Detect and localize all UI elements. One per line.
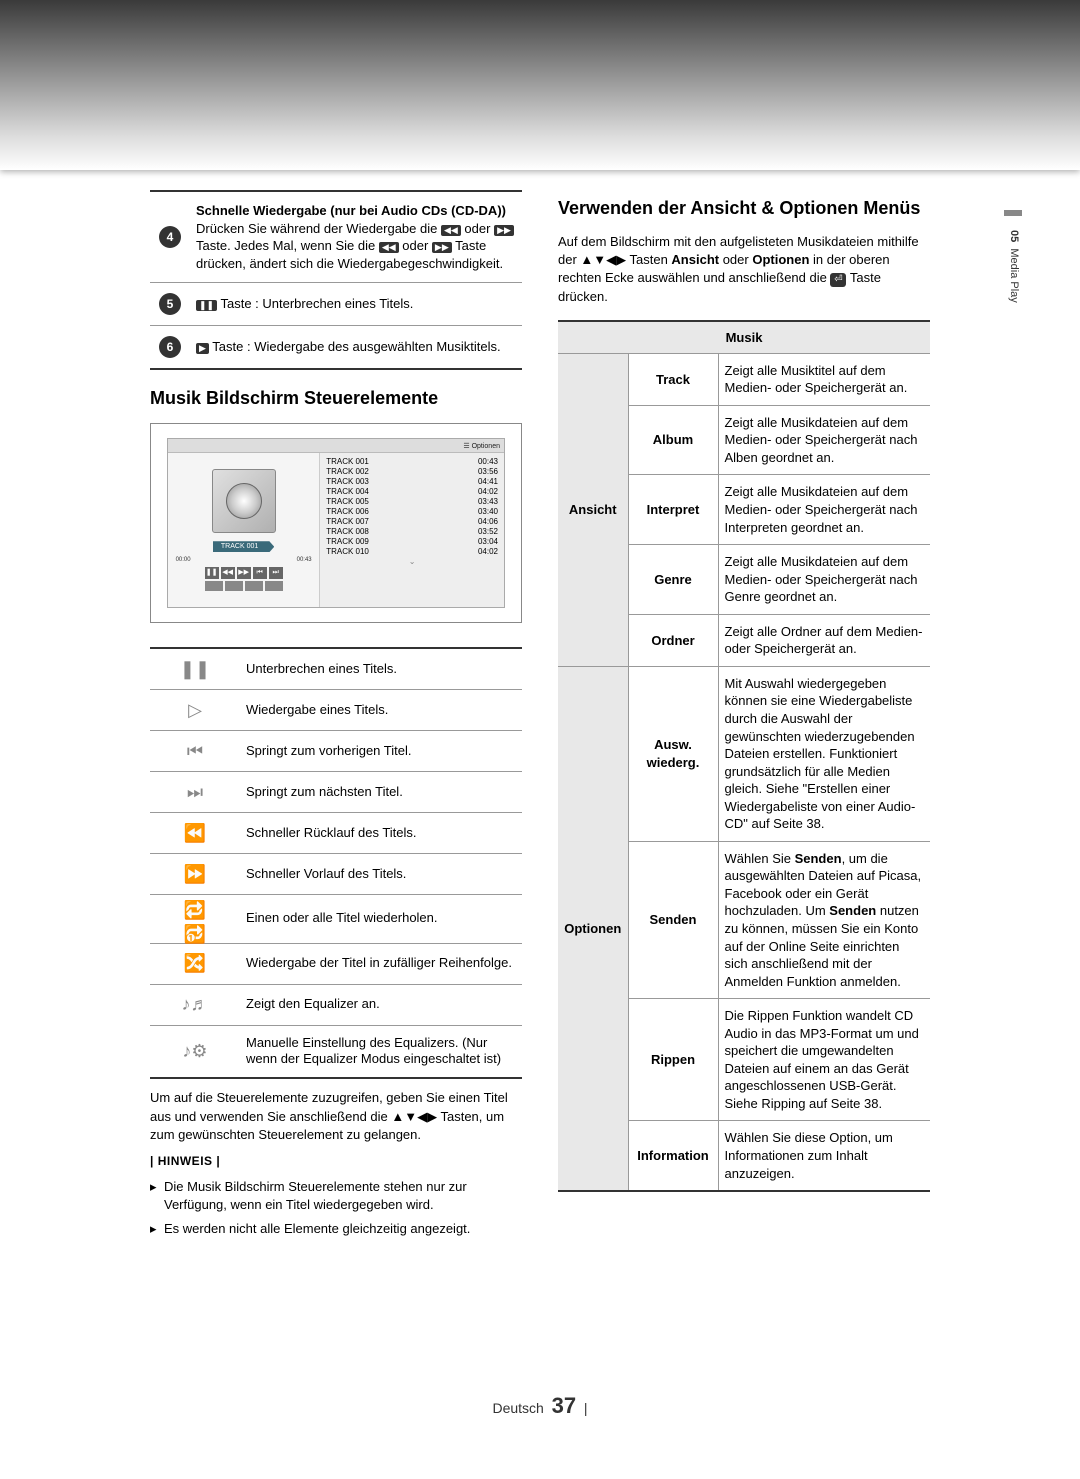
track-row: TRACK 00304:41 <box>326 477 498 486</box>
options-key: Ausw. wiederg. <box>628 666 718 841</box>
control-desc: Springt zum nächsten Titel. <box>240 772 522 813</box>
control-icon: ⏮ <box>150 731 240 772</box>
control-desc: Unterbrechen eines Titels. <box>240 648 522 690</box>
options-key: Ordner <box>628 614 718 666</box>
track-row: TRACK 01004:02 <box>326 547 498 556</box>
time-total: 00:43 <box>297 557 312 563</box>
control-icon: ⏪ <box>150 813 240 854</box>
control-desc: Zeigt den Equalizer an. <box>240 984 522 1025</box>
right-column: Verwenden der Ansicht & Optionen Menüs A… <box>558 190 930 1244</box>
note-number: 6 <box>150 326 190 370</box>
control-icon: ▷ <box>150 690 240 731</box>
options-desc: Wählen Sie Senden, um die ausgewählten D… <box>718 841 930 998</box>
hinweis-item: Es werden nicht alle Elemente gleichzeit… <box>150 1220 522 1238</box>
options-desc: Wählen Sie diese Option, um Informatione… <box>718 1121 930 1191</box>
note-number: 4 <box>150 191 190 283</box>
options-desc: Zeigt alle Musikdateien auf dem Medien- … <box>718 545 930 615</box>
page-footer: Deutsch 37 | <box>0 1393 1080 1419</box>
view-options-heading: Verwenden der Ansicht & Optionen Menüs <box>558 198 930 219</box>
options-key: Information <box>628 1121 718 1191</box>
play-controls-row2 <box>205 581 283 591</box>
section-name: Media Play <box>1008 248 1020 302</box>
options-key: Interpret <box>628 475 718 545</box>
control-icon: ⏩ <box>150 854 240 895</box>
options-desc: Zeigt alle Ordner auf dem Medien- oder S… <box>718 614 930 666</box>
track-row: TRACK 00503:43 <box>326 497 498 506</box>
note-text: Schnelle Wiedergabe (nur bei Audio CDs (… <box>190 191 522 283</box>
options-desc: Zeigt alle Musiktitel auf dem Medien- od… <box>718 353 930 405</box>
side-accent <box>1004 210 1022 216</box>
control-icon: ⏭ <box>150 772 240 813</box>
options-desc: Mit Auswahl wiedergegeben können sie ein… <box>718 666 930 841</box>
control-desc: Schneller Rücklauf des Titels. <box>240 813 522 854</box>
track-row: TRACK 00903:04 <box>326 537 498 546</box>
album-cover <box>212 469 276 533</box>
top-gradient <box>0 0 1080 170</box>
left-column: 4 Schnelle Wiedergabe (nur bei Audio CDs… <box>150 190 522 1244</box>
control-icon: 🔀 <box>150 943 240 984</box>
controls-reference-table: ❚❚ Unterbrechen eines Titels.▷ Wiedergab… <box>150 647 522 1079</box>
play-controls-row1: ❚❚◀◀▶▶⏮⏭ <box>205 567 283 579</box>
options-category: Ansicht <box>558 353 628 666</box>
options-key: Track <box>628 353 718 405</box>
options-table-header: Musik <box>558 321 930 354</box>
right-intro: Auf dem Bildschirm mit den aufgelisteten… <box>558 233 930 306</box>
control-icon: 🔁 🔂 <box>150 895 240 943</box>
options-desc: Die Rippen Funktion wandelt CD Audio in … <box>718 999 930 1121</box>
options-category: Optionen <box>558 666 628 1191</box>
track-row: TRACK 00603:40 <box>326 507 498 516</box>
current-track-tag: TRACK 001 <box>213 541 274 552</box>
options-key: Rippen <box>628 999 718 1121</box>
options-key: Album <box>628 405 718 475</box>
note-number: 5 <box>150 283 190 326</box>
track-row: TRACK 00203:56 <box>326 467 498 476</box>
side-section-label: 05 Media Play <box>1008 230 1020 303</box>
music-screen-mock: ☰ Optionen TRACK 001 00:00 00:43 ❚❚◀◀▶▶⏮… <box>150 423 522 623</box>
note-text: ❚❚ Taste : Unterbrechen eines Titels. <box>190 283 522 326</box>
footer-lang: Deutsch <box>492 1400 543 1416</box>
control-icon: ♪♬ <box>150 984 240 1025</box>
numbered-notes-table: 4 Schnelle Wiedergabe (nur bei Audio CDs… <box>150 190 522 370</box>
control-desc: Manuelle Einstellung des Equalizers. (Nu… <box>240 1025 522 1078</box>
controls-paragraph: Um auf die Steuerelemente zuzugreifen, g… <box>150 1089 522 1144</box>
control-desc: Schneller Vorlauf des Titels. <box>240 854 522 895</box>
control-icon: ♪⚙ <box>150 1025 240 1078</box>
control-desc: Springt zum vorherigen Titel. <box>240 731 522 772</box>
options-label: ☰ Optionen <box>463 442 500 450</box>
note-text: ▶ Taste : Wiedergabe des ausgewählten Mu… <box>190 326 522 370</box>
control-desc: Wiedergabe eines Titels. <box>240 690 522 731</box>
music-controls-heading: Musik Bildschirm Steuerelemente <box>150 388 522 409</box>
control-desc: Einen oder alle Titel wiederholen. <box>240 895 522 943</box>
more-indicator: ⌄ <box>326 557 498 566</box>
options-desc: Zeigt alle Musikdateien auf dem Medien- … <box>718 405 930 475</box>
control-icon: ❚❚ <box>150 648 240 690</box>
hinweis-title: | HINWEIS | <box>150 1154 522 1168</box>
track-row: TRACK 00704:06 <box>326 517 498 526</box>
track-row: TRACK 00803:52 <box>326 527 498 536</box>
control-desc: Wiedergabe der Titel in zufälliger Reihe… <box>240 943 522 984</box>
options-key: Genre <box>628 545 718 615</box>
options-table: MusikAnsichtTrack Zeigt alle Musiktitel … <box>558 320 930 1192</box>
track-row: TRACK 00100:43 <box>326 457 498 466</box>
section-num: 05 <box>1008 230 1020 242</box>
options-desc: Zeigt alle Musikdateien auf dem Medien- … <box>718 475 930 545</box>
track-list: TRACK 00100:43TRACK 00203:56TRACK 00304:… <box>319 453 504 607</box>
hinweis-list: Die Musik Bildschirm Steuerelemente steh… <box>150 1178 522 1239</box>
footer-bar: | <box>584 1400 588 1416</box>
hinweis-item: Die Musik Bildschirm Steuerelemente steh… <box>150 1178 522 1214</box>
time-elapsed: 00:00 <box>176 557 191 563</box>
options-key: Senden <box>628 841 718 998</box>
footer-page: 37 <box>552 1393 576 1418</box>
track-row: TRACK 00404:02 <box>326 487 498 496</box>
